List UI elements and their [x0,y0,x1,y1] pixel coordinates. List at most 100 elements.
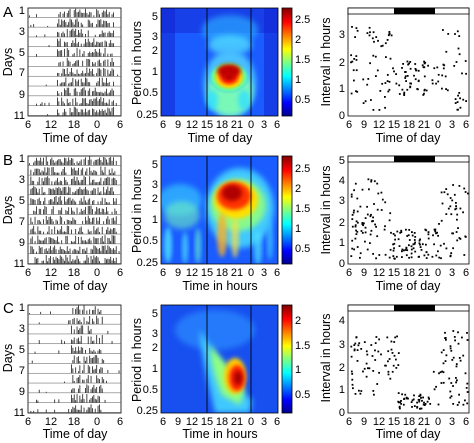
interval-point [356,349,359,351]
activity-bar [87,53,89,57]
activity-bar [38,245,40,254]
activity-bar [110,71,112,77]
activity-bar [75,79,77,86]
activity-bar [68,22,70,28]
interval-x-label-a: Time of day [376,131,442,145]
activity-bar [107,32,109,37]
activity-bar [68,207,70,215]
activity-bar [103,32,105,37]
activity-bar [58,209,60,215]
activity-bar [110,40,112,47]
activity-bar [62,162,64,166]
activity-bar [104,192,106,195]
activity-bar [104,11,106,18]
activity-bar [86,409,88,413]
activity-bar [68,157,70,166]
time-tick: 15 [388,416,400,428]
activity-bar [83,364,85,374]
interval-point [455,363,458,365]
activity-bar [73,167,75,176]
interval-point [354,224,357,227]
interval-point [452,184,454,186]
day-tick: 9 [19,89,25,101]
activity-bar [78,371,79,374]
colorbar-b [281,155,293,265]
activity-bar [92,318,93,325]
actogram-c [27,304,122,414]
time-tick: 3 [449,267,455,279]
activity-bar [93,255,95,264]
activity-bar [87,407,89,413]
activity-bar [40,157,42,166]
activity-bar [55,195,57,205]
activity-bar [40,240,42,244]
activity-bar [86,254,88,264]
interval-point [438,256,441,259]
interval-point [423,60,425,63]
activity-bar [33,24,35,28]
activity-bar [106,259,107,264]
interval-point [405,396,408,399]
colorbar-tick: 2.5 [295,163,310,175]
activity-bar [89,109,91,116]
activity-bar [61,217,63,225]
activity-bar [108,43,110,47]
activity-bar [57,49,58,57]
activity-bar [62,258,64,264]
interval-point [356,246,359,248]
activity-bar [113,248,114,254]
activity-bar [92,351,93,354]
interval-point [445,50,448,53]
activity-bar [111,53,113,57]
interval-point [355,233,358,235]
wavelet-heatmap-a [160,7,279,117]
activity-bar [87,103,89,106]
activity-bar [78,188,79,195]
activity-bar [68,87,70,96]
activity-bar [93,98,95,106]
wavelet-x-label-b: Time in hours [182,279,257,293]
activity-bar [92,190,93,195]
activity-bar [107,211,109,215]
interval-point [437,403,440,406]
interval-point [356,197,359,200]
activity-bar [66,47,68,57]
activity-bar [71,82,72,87]
activity-bar [83,176,85,185]
activity-bar [72,28,74,37]
interval-point [397,392,400,394]
interval-point [419,246,422,248]
activity-bar [79,385,81,393]
interval-point [387,360,389,363]
interval-point [422,396,424,399]
interval-point [418,400,421,403]
time-tick: 6 [274,119,280,131]
activity-bar [94,188,96,195]
activity-bar [99,157,100,166]
interval-point [388,31,391,33]
activity-bar [40,247,42,254]
interval-point [391,352,394,354]
activity-bar [94,257,96,264]
interval-point [444,337,447,339]
activity-bar [64,109,65,116]
interval-point [461,336,463,339]
interval-points [350,178,469,260]
activity-bar [113,172,114,176]
activity-bar [83,73,85,77]
interval-point [414,241,416,244]
activity-bar [79,309,81,315]
activity-bar [94,230,96,235]
activity-bar [37,400,39,403]
activity-bar [71,394,72,403]
dark-phase-bar [394,8,435,14]
interval-point [389,57,392,60]
activity-bar [79,200,81,205]
activity-bar [80,399,82,403]
activity-bar [62,249,64,254]
activity-bar [80,198,82,205]
interval-point [410,245,413,248]
day-tick: 5 [19,47,25,59]
activity-bar [93,321,95,325]
activity-bar [75,87,77,96]
